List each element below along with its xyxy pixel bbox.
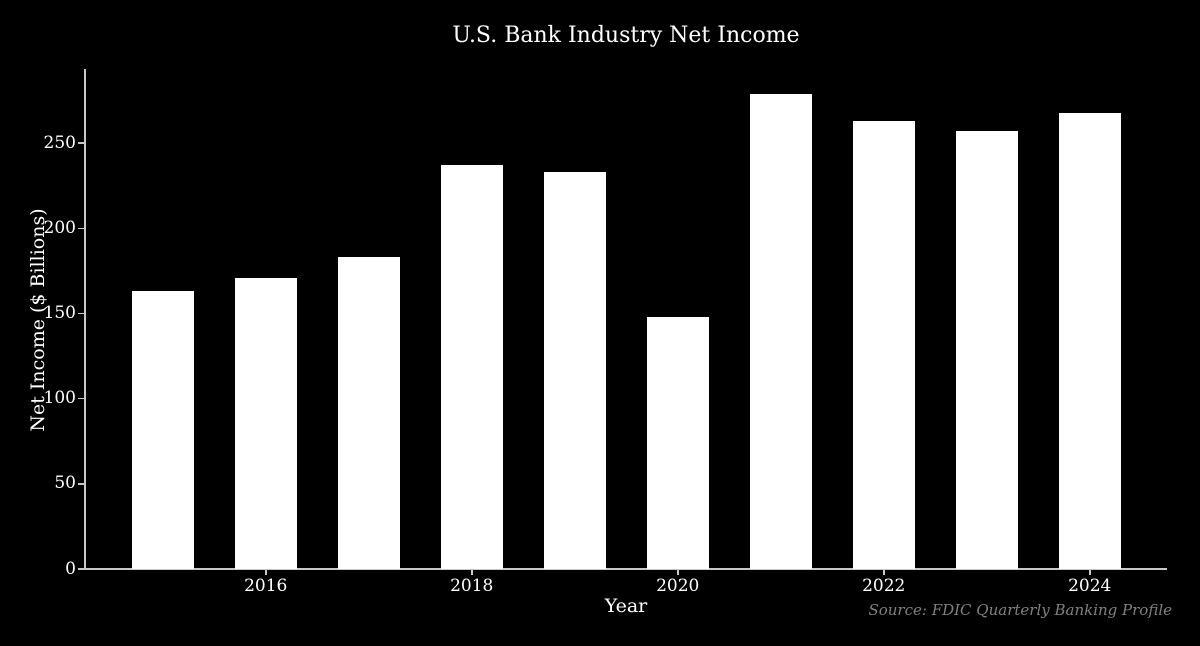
chart-title: U.S. Bank Industry Net Income <box>452 23 800 48</box>
bar-2023 <box>955 131 1018 569</box>
x-axis-label: Year <box>604 595 648 617</box>
bar-2019 <box>543 172 606 569</box>
y-tick-mark <box>78 483 84 485</box>
x-tick-mark <box>882 569 885 575</box>
x-axis-spine <box>84 568 1167 570</box>
y-tick-label: 0 <box>65 558 76 579</box>
y-tick-mark <box>78 227 84 230</box>
y-tick-label: 150 <box>43 303 76 324</box>
x-tick-label: 2016 <box>244 576 288 596</box>
y-tick-mark <box>78 312 84 315</box>
bar-2024 <box>1058 112 1121 569</box>
x-tick-mark <box>470 569 473 575</box>
source-note: Source: FDIC Quarterly Banking Profile <box>868 601 1172 619</box>
bar-2021 <box>749 93 812 569</box>
y-tick-mark <box>78 142 84 145</box>
y-tick-label: 50 <box>54 473 76 494</box>
x-tick-label: 2020 <box>656 576 700 596</box>
y-tick-mark <box>78 568 84 570</box>
plot-area <box>86 70 1168 569</box>
bar-2016 <box>234 277 297 569</box>
x-tick-label: 2024 <box>1068 576 1112 596</box>
x-tick-label: 2018 <box>450 576 494 596</box>
x-tick-mark <box>1088 569 1091 575</box>
y-tick-label: 100 <box>43 388 76 409</box>
bar-2022 <box>852 121 915 569</box>
y-axis-spine <box>84 69 86 570</box>
bar-2017 <box>337 257 400 569</box>
y-tick-label: 200 <box>43 217 76 238</box>
bar-2015 <box>131 291 194 569</box>
x-tick-mark <box>264 569 267 575</box>
bar-2018 <box>440 165 503 569</box>
bar-2020 <box>646 316 709 569</box>
y-tick-label: 250 <box>43 132 76 153</box>
x-tick-label: 2022 <box>862 576 906 596</box>
y-tick-mark <box>78 397 84 400</box>
x-tick-mark <box>676 569 679 575</box>
